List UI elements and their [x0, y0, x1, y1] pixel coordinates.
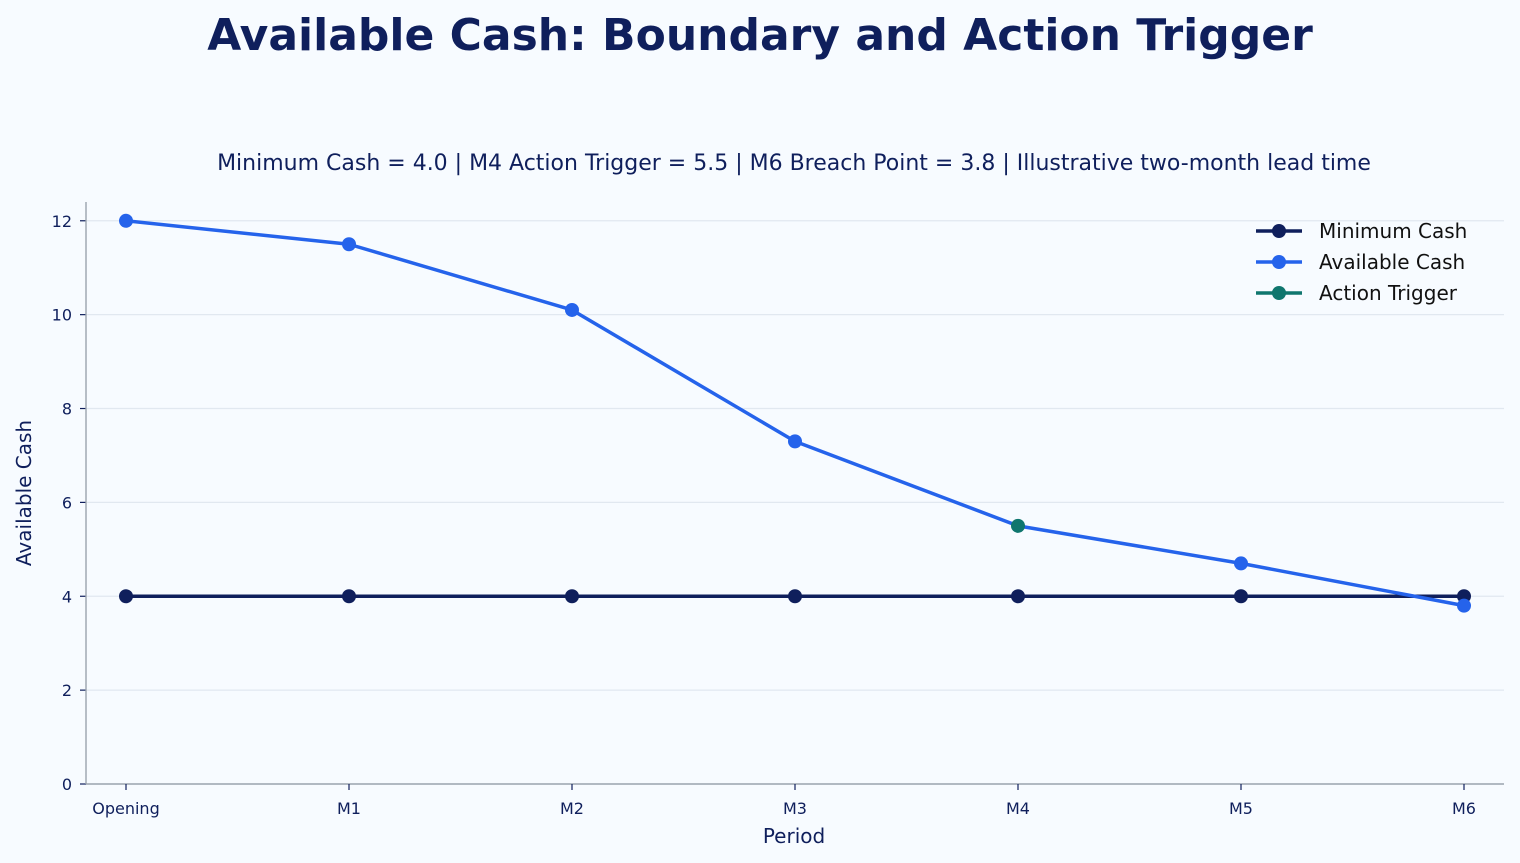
- legend-marker-action-trigger: [1272, 286, 1286, 300]
- legend-label-available-cash: Available Cash: [1319, 250, 1465, 274]
- legend-label-action-trigger: Action Trigger: [1319, 281, 1458, 305]
- x-tick-label: Opening: [92, 799, 159, 818]
- y-axis-label: Available Cash: [12, 420, 36, 566]
- minimum-cash-point: [342, 589, 356, 604]
- minimum-cash-point: [119, 589, 133, 604]
- grid-lines: [86, 220, 1504, 691]
- y-tick-label: 10: [52, 306, 72, 325]
- available-cash-point: [788, 434, 802, 449]
- y-tick-label: 4: [62, 587, 72, 606]
- legend-label-minimum-cash: Minimum Cash: [1319, 219, 1467, 243]
- x-tick-label: M5: [1229, 799, 1253, 818]
- y-tick-label: 0: [62, 775, 72, 794]
- x-tick-label: M4: [1006, 799, 1030, 818]
- y-tick-label: 6: [62, 493, 72, 512]
- x-tick-label: M2: [560, 799, 584, 818]
- available-cash-point: [342, 237, 356, 252]
- minimum-cash-point: [788, 589, 802, 604]
- series-layer: [119, 213, 1471, 613]
- available-cash-point: [119, 213, 133, 228]
- chart-title: Available Cash: Boundary and Action Trig…: [207, 10, 1313, 61]
- x-tick-label: M3: [783, 799, 807, 818]
- available-cash-line: [124, 219, 1466, 608]
- minimum-cash-point: [1234, 589, 1248, 604]
- available-cash-point: [565, 302, 579, 317]
- y-tick-label: 8: [62, 400, 72, 419]
- minimum-cash-point: [1011, 589, 1025, 604]
- available-cash-point: [1457, 598, 1471, 613]
- x-axis-label: Period: [763, 824, 825, 848]
- action-trigger-point: [1011, 518, 1025, 533]
- minimum-cash-point: [565, 589, 579, 604]
- x-tick-label: M1: [337, 799, 361, 818]
- axes: 0 2 4 6 8 10 12 Opening M1 M2 M3 M4 M5 M6: [52, 202, 1504, 818]
- available-cash-point: [1234, 556, 1248, 571]
- chart-subtitle: Minimum Cash = 4.0 | M4 Action Trigger =…: [217, 151, 1371, 176]
- legend-marker-minimum-cash: [1272, 224, 1286, 238]
- legend-marker-available-cash: [1272, 255, 1286, 269]
- legend: Minimum Cash Available Cash Action Trigger: [1256, 219, 1467, 305]
- x-tick-label: M6: [1452, 799, 1476, 818]
- y-tick-label: 12: [52, 212, 72, 231]
- y-tick-label: 2: [62, 681, 72, 700]
